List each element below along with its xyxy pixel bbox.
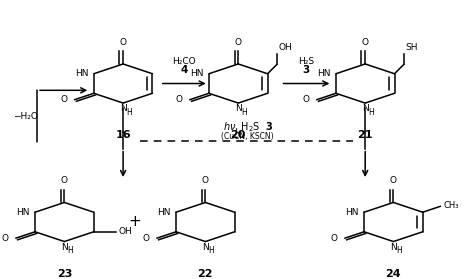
Text: N: N — [235, 104, 242, 114]
Text: 23: 23 — [57, 269, 72, 279]
Text: 20: 20 — [230, 130, 246, 140]
Text: O: O — [61, 95, 68, 104]
Text: H: H — [67, 246, 73, 256]
Text: HN: HN — [16, 208, 29, 217]
Text: +: + — [128, 215, 141, 230]
Text: N: N — [390, 243, 397, 252]
Text: O: O — [362, 38, 369, 47]
Text: HN: HN — [75, 69, 88, 78]
Text: O: O — [119, 38, 127, 47]
Text: 4: 4 — [181, 65, 188, 75]
Text: O: O — [2, 234, 9, 243]
Text: 24: 24 — [385, 269, 401, 279]
Text: 3: 3 — [303, 65, 310, 75]
Text: $h\nu$, H$_2$S  $\mathbf{3}$: $h\nu$, H$_2$S $\mathbf{3}$ — [222, 120, 273, 134]
Text: N: N — [120, 104, 127, 114]
Text: 16: 16 — [115, 130, 131, 140]
Text: HN: HN — [317, 69, 330, 78]
Text: O: O — [61, 176, 68, 185]
Text: OH: OH — [118, 227, 132, 236]
Text: (CuCN, KSCN): (CuCN, KSCN) — [221, 132, 274, 141]
Text: N: N — [202, 243, 209, 252]
Text: H: H — [208, 246, 214, 256]
Text: H: H — [368, 108, 374, 117]
Text: O: O — [202, 176, 209, 185]
Text: H: H — [396, 246, 402, 256]
Text: 21: 21 — [357, 130, 373, 140]
Text: CH₃: CH₃ — [443, 201, 459, 210]
Text: O: O — [331, 234, 338, 243]
Text: H₂CO: H₂CO — [173, 57, 196, 66]
Text: −H₂O: −H₂O — [13, 112, 37, 121]
Text: H₂S: H₂S — [298, 57, 314, 66]
Text: O: O — [235, 38, 242, 47]
Text: O: O — [176, 95, 183, 104]
Text: HN: HN — [345, 208, 358, 217]
Text: N: N — [61, 243, 68, 252]
Text: OH: OH — [279, 42, 292, 52]
Text: O: O — [303, 95, 310, 104]
Text: O: O — [390, 176, 397, 185]
Text: SH: SH — [406, 42, 418, 52]
Text: HN: HN — [190, 69, 203, 78]
Text: N: N — [362, 104, 369, 114]
Text: HN: HN — [157, 208, 171, 217]
Text: O: O — [143, 234, 150, 243]
Text: H: H — [241, 108, 247, 117]
Text: 22: 22 — [198, 269, 213, 279]
Text: H: H — [126, 108, 132, 117]
